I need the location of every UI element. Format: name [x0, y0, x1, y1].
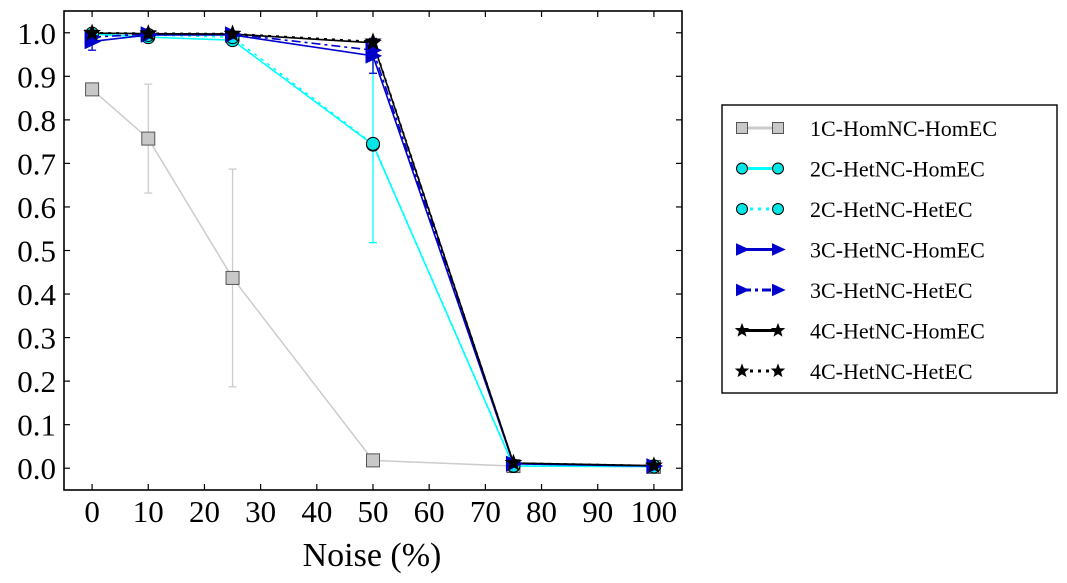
y-tick-label: 0.8 [17, 103, 56, 138]
legend-marker-4c-hetnc-homec [770, 322, 786, 337]
y-tick-label: 0.6 [17, 190, 56, 225]
data-point-4c-hetnc-hetec [83, 23, 101, 41]
x-tick-label: 80 [526, 494, 557, 529]
x-tick-label: 30 [245, 494, 276, 529]
y-tick-label: 0.1 [17, 408, 56, 443]
y-tick-label: 0.3 [17, 321, 56, 356]
legend-marker-2c-hetnc-hetec [772, 203, 784, 215]
x-tick-label: 40 [301, 494, 332, 529]
data-point-4c-hetnc-hetec [139, 24, 157, 41]
x-tick-label: 100 [631, 494, 678, 529]
legend-marker-3c-hetnc-hetec [736, 283, 750, 297]
x-tick-label: 20 [189, 494, 220, 529]
legend-marker-3c-hetnc-homec [736, 243, 750, 256]
legend-marker-1c-homnc-homec [772, 122, 784, 134]
data-point-1c-homnc-homec [225, 270, 240, 285]
y-tick-label: 1.0 [17, 16, 56, 51]
legend-marker-3c-hetnc-homec [772, 243, 786, 256]
legend-label-1c-homnc-homec: 1C-HomNC-HomEC [810, 116, 997, 141]
data-point-4c-hetnc-hetec [645, 456, 663, 474]
legend: 1C-HomNC-HomEC 2C-HetNC-HomEC 2C-HetNC-Het… [734, 116, 997, 384]
series-markers [83, 23, 664, 474]
y-tick-label: 0.5 [17, 234, 56, 269]
legend-marker-2c-hetnc-homec [736, 162, 748, 175]
data-point-1c-homnc-homec [366, 453, 380, 468]
legend-marker-3c-hetnc-hetec [772, 283, 786, 297]
legend-marker-2c-hetnc-hetec [736, 203, 748, 215]
x-tick-label: 0 [84, 494, 100, 529]
legend-label-4c-hetnc-hetec: 4C-HetNC-HetEC [810, 359, 973, 384]
y-tick-label: 0.2 [17, 364, 56, 399]
legend-marker-4c-hetnc-homec [734, 322, 750, 337]
x-tick-label: 70 [470, 494, 501, 529]
y-tick-label: 0.0 [17, 451, 56, 486]
data-point-1c-homnc-homec [85, 82, 100, 97]
x-tick-label: 50 [358, 494, 389, 529]
x-tick-label: 10 [133, 494, 164, 529]
legend-marker-4c-hetnc-hetec [770, 363, 786, 378]
data-point-2c-hetnc-hetec [366, 136, 380, 151]
x-axis-label: Noise (%) [303, 537, 442, 574]
legend-marker-4c-hetnc-hetec [734, 363, 750, 378]
data-point-4c-hetnc-hetec [364, 32, 382, 49]
legend-label-4c-hetnc-homec: 4C-HetNC-HomEC [810, 319, 985, 344]
y-tick-label: 0.9 [17, 59, 56, 94]
y-tick-label: 0.7 [17, 146, 56, 181]
data-point-4c-hetnc-hetec [504, 453, 523, 471]
series-line-4c-hetnc-homec [92, 32, 654, 467]
legend-label-3c-hetnc-homec: 3C-HetNC-HomEC [810, 238, 985, 263]
legend-marker-2c-hetnc-homec [772, 162, 784, 175]
series-line-4c-hetnc-hetec [92, 31, 654, 467]
legend-label-2c-hetnc-hetec: 2C-HetNC-HetEC [810, 197, 973, 222]
legend-label-3c-hetnc-hetec: 3C-HetNC-HetEC [810, 278, 973, 303]
data-point-4c-hetnc-hetec [223, 24, 242, 42]
legend-label-2c-hetnc-homec: 2C-HetNC-HomEC [810, 157, 985, 182]
data-point-1c-homnc-homec [141, 131, 156, 146]
legend-marker-1c-homnc-homec [736, 122, 748, 134]
x-tick-label: 60 [414, 494, 445, 529]
y-tick-label: 0.4 [17, 277, 56, 312]
x-tick-label: 90 [582, 494, 613, 529]
axis-ticks: 0 10 20 30 40 50 60 70 80 90 100 0.0 0.1 0.2 0.3 0.4 0.5… [17, 11, 682, 529]
